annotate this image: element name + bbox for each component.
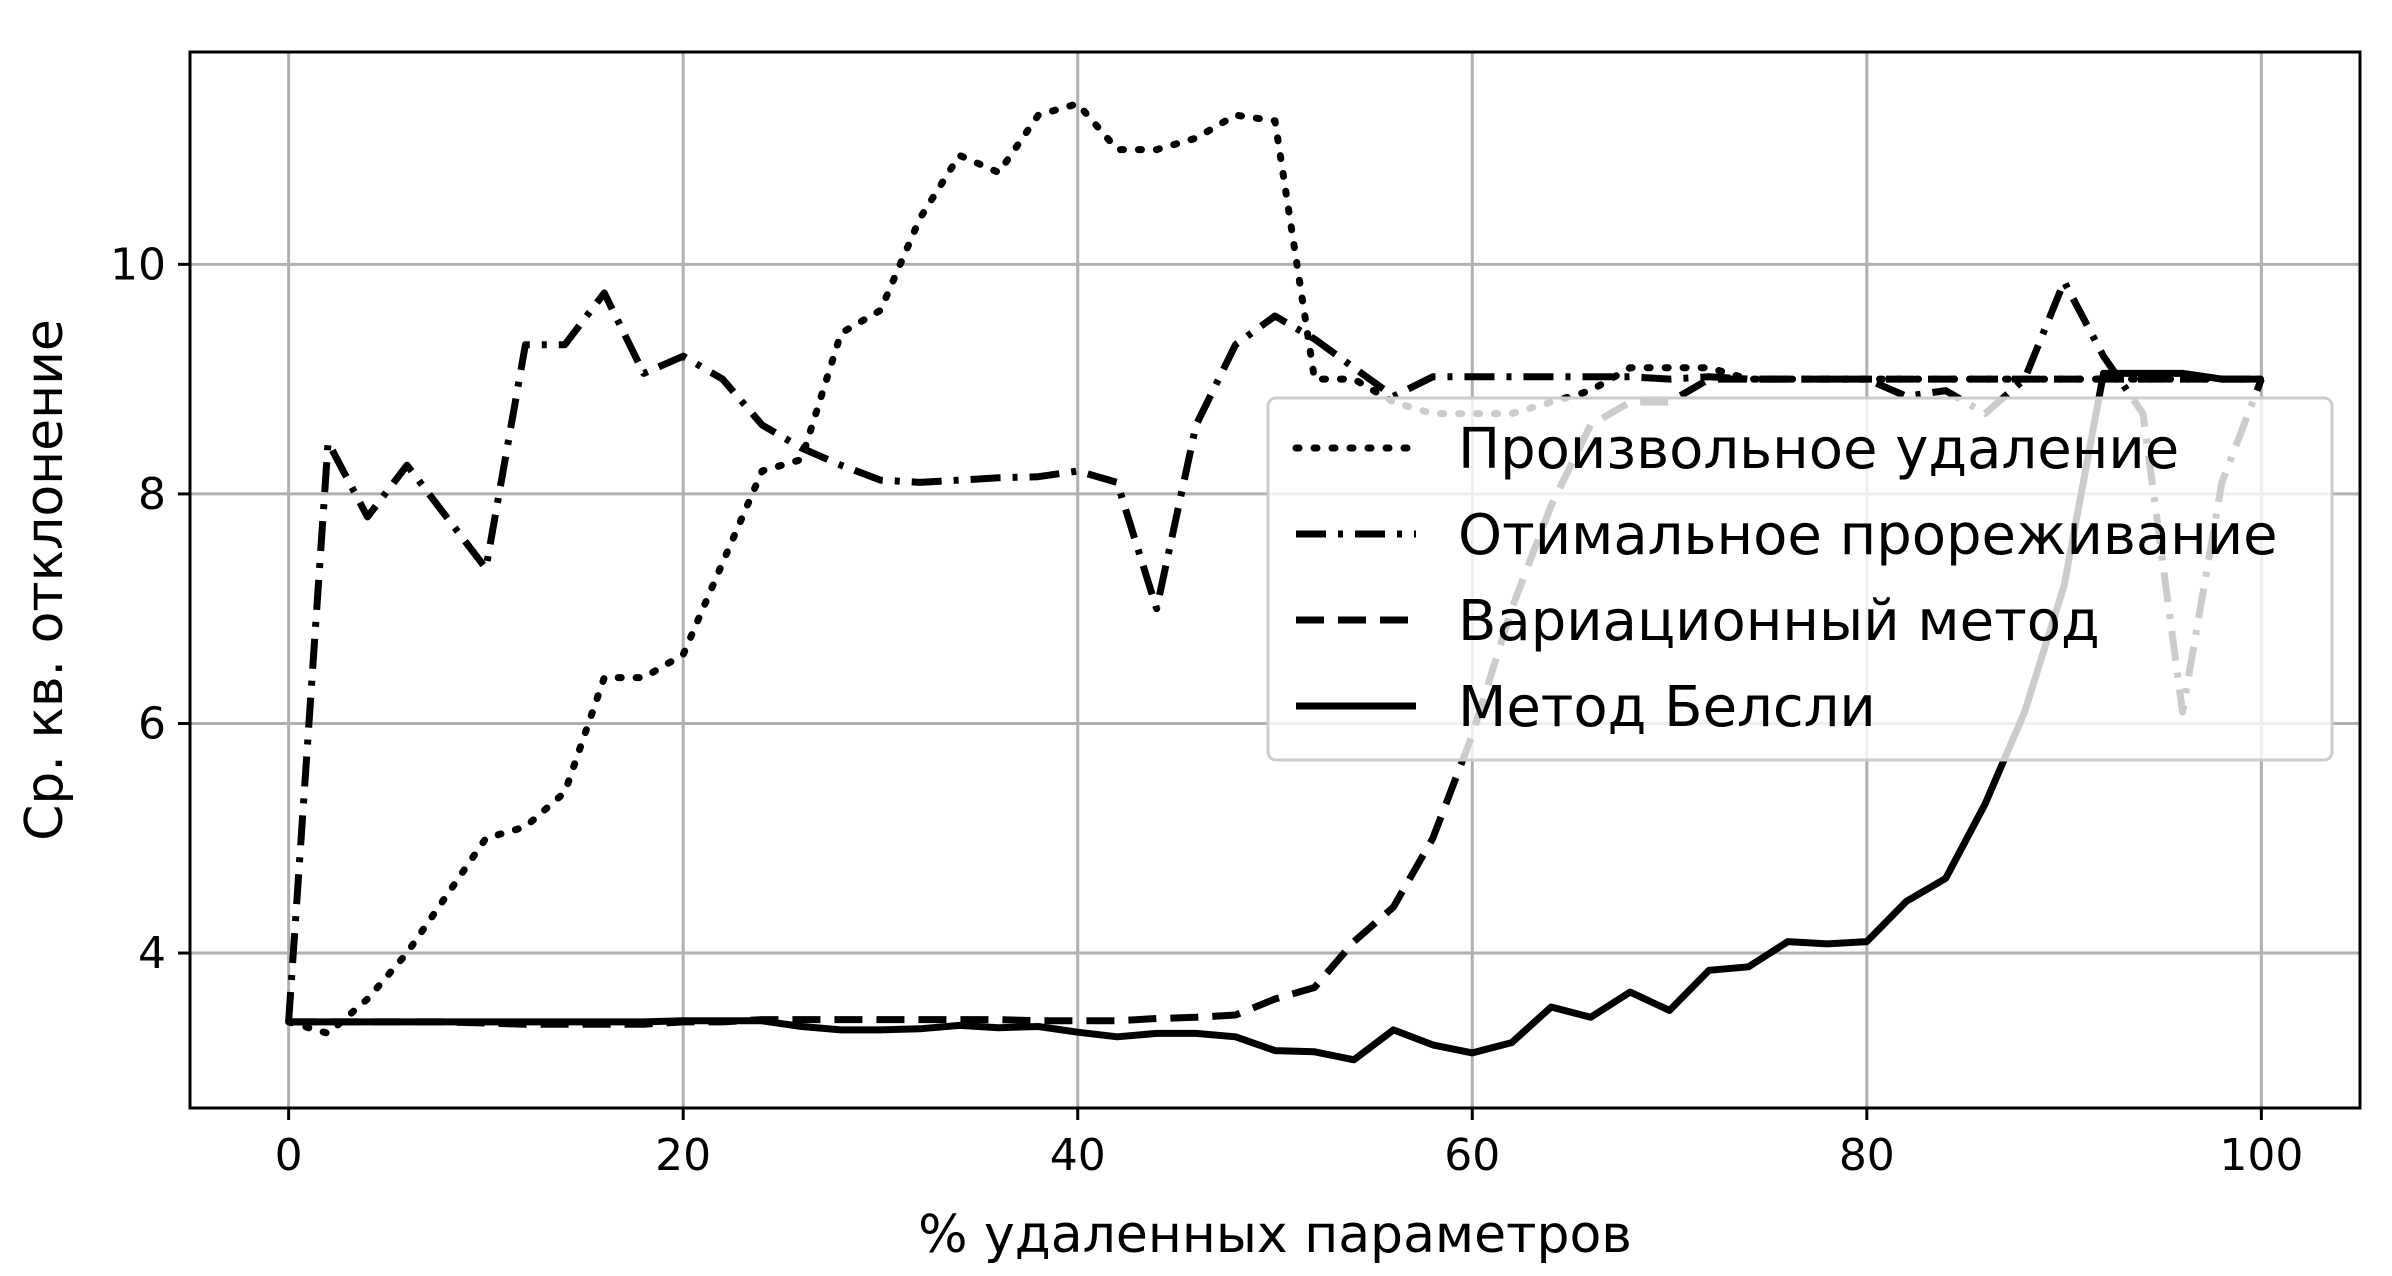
y-axis-label: Ср. кв. отклонение [15, 319, 75, 841]
series-line-dashed [288, 375, 2262, 1028]
y-tick-label: 4 [138, 928, 166, 979]
series-line-dashdot [285, 278, 2265, 1023]
x-axis-label: % удаленных параметров [918, 1205, 1632, 1265]
x-tick-label: 20 [655, 1130, 711, 1181]
axis-ticks: 0 20 40 60 80 100 4 6 8 10 [110, 239, 2303, 1181]
series-layer [285, 100, 2265, 1064]
x-tick-label: 60 [1444, 1130, 1500, 1181]
y-tick-label: 10 [110, 239, 166, 290]
legend-label: Вариационный метод [1458, 589, 2100, 654]
x-tick-label: 40 [1050, 1130, 1106, 1181]
legend-box [1266, 396, 2334, 762]
series-line-solid [288, 369, 2262, 1064]
legend: Произвольное удаление Отимальное прорежив… [1266, 396, 2334, 762]
x-tick-label: 0 [275, 1130, 303, 1181]
legend-label: Отимальное прореживание [1458, 503, 2278, 568]
legend-label: Метод Белсли [1458, 675, 1876, 740]
legend-label: Произвольное удаление [1458, 417, 2179, 482]
y-tick-label: 8 [138, 469, 166, 520]
x-tick-label: 100 [2219, 1130, 2303, 1181]
x-tick-label: 80 [1839, 1130, 1895, 1181]
plot-frame [188, 50, 2362, 1110]
y-tick-label: 6 [138, 698, 166, 749]
